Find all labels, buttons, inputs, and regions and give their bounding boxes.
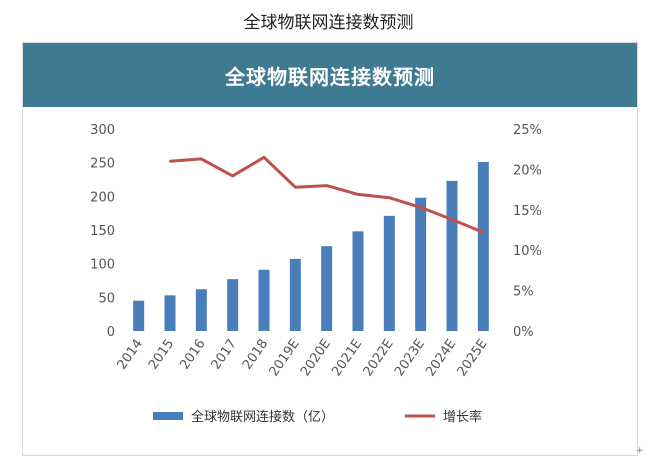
bar — [352, 231, 364, 331]
bar — [227, 279, 239, 331]
legend-swatch-connections — [153, 412, 183, 420]
bar — [289, 258, 301, 331]
bar — [195, 289, 207, 331]
x-tick-label: 2018 — [240, 337, 271, 373]
y-right-tick-label: 5% — [513, 285, 534, 300]
legend-label-growth: 增长率 — [443, 409, 482, 425]
bar — [477, 161, 489, 331]
growth-rate-point — [450, 218, 454, 221]
bar — [415, 197, 427, 331]
bar — [321, 246, 333, 331]
x-tick-label: 2014 — [115, 337, 146, 373]
chart-title: 全球物联网连接数预测 — [225, 64, 435, 89]
y-right-tick-label: 20% — [513, 163, 542, 178]
y-right-tick-label: 25% — [513, 123, 542, 138]
x-tick-label: 2023E — [392, 337, 428, 379]
x-tick-label: 2024E — [423, 337, 459, 379]
y-left-tick-label: 250 — [90, 157, 115, 172]
legend-label-connections: 全球物联网连接数（亿） — [191, 409, 334, 425]
page-title: 全球物联网连接数预测 — [243, 13, 414, 33]
x-tick-label: 2016 — [177, 337, 208, 373]
bar — [164, 295, 176, 331]
bar — [133, 300, 145, 331]
x-tick-label: 2020E — [298, 337, 334, 379]
growth-rate-point — [231, 174, 234, 178]
bar — [258, 269, 270, 331]
x-tick-label: 2022E — [361, 337, 397, 379]
x-tick-label: 2015 — [146, 337, 177, 373]
y-right-tick-label: 15% — [513, 204, 542, 219]
y-right-tick-label: 0% — [513, 325, 534, 340]
growth-rate-point — [200, 157, 203, 161]
growth-rate-point — [356, 193, 360, 196]
growth-rate-point — [294, 185, 297, 189]
x-tick-label: 2025E — [455, 337, 491, 379]
growth-rate-point — [482, 231, 485, 234]
growth-rate-point — [262, 156, 266, 159]
y-left-tick-label: 50 — [98, 291, 115, 306]
growth-rate-line — [169, 155, 484, 234]
chart-title-banner: 全球物联网连接数预测 — [23, 43, 637, 107]
y-left-tick-label: 100 — [90, 258, 115, 273]
corner-mark: + — [636, 446, 644, 456]
x-tick-label: 2019E — [267, 337, 303, 379]
growth-rate-point — [168, 160, 172, 163]
x-tick-label: 2021E — [329, 337, 365, 379]
chart-panel: 全球物联网连接数预测 0 50 100 150 200 250 300 0% 5% 10% 15% 2… — [22, 42, 638, 456]
y-left-tick-label: 300 — [90, 123, 115, 138]
y-left-tick-label: 200 — [90, 190, 115, 205]
growth-rate-point — [325, 184, 328, 187]
growth-rate-point — [419, 206, 422, 209]
y-left-tick-label: 150 — [90, 224, 115, 239]
bar — [446, 180, 458, 331]
bar — [383, 215, 395, 331]
x-tick-label: 2017 — [209, 337, 240, 373]
y-right-tick-label: 10% — [513, 244, 542, 259]
growth-rate-point — [388, 196, 391, 199]
y-left-tick-label: 0 — [107, 325, 115, 340]
